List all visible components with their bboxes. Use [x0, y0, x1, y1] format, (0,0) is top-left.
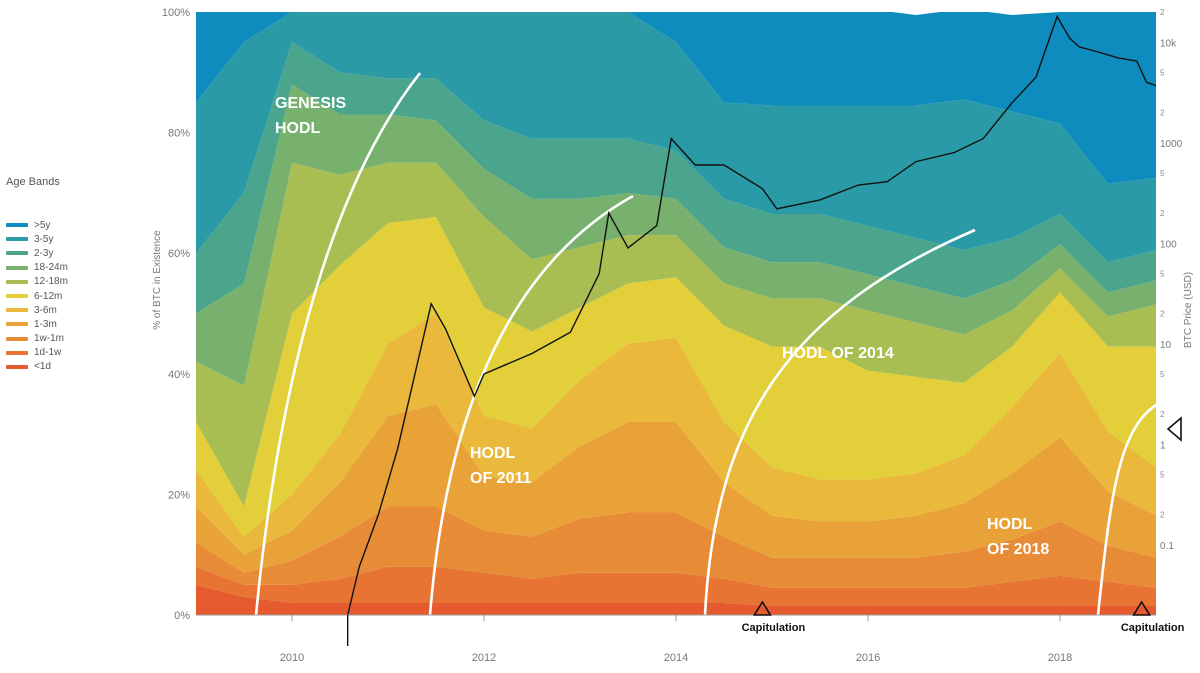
hodl-curve-4	[1096, 403, 1156, 615]
annotation-label: HODL	[470, 445, 516, 462]
y2-tick-label: 100	[1160, 239, 1177, 250]
band-18-24m	[196, 84, 1156, 386]
legend-label: 12-18m	[34, 276, 68, 288]
annotation-label: HODL OF 2014	[782, 345, 894, 362]
y2-tick-label: 10	[1160, 340, 1172, 351]
y-tick-label: 100%	[162, 7, 190, 19]
legend-swatch	[6, 279, 28, 284]
legend-label: 2-3y	[34, 247, 54, 259]
btc-price-line	[347, 14, 1157, 616]
y-tick-label: 80%	[168, 128, 190, 140]
legend-label: <1d	[34, 361, 51, 373]
y2-tick-label: 1000	[1160, 139, 1183, 150]
annotations: GENESIS HODL HODL OF 2011 HODL OF 2014 HODL OF…	[275, 95, 1185, 634]
y2-minor-tick-label: 2	[1160, 410, 1165, 419]
legend-label: 1-3m	[34, 318, 57, 330]
price-pointer-triangle	[1166, 416, 1182, 442]
legend-item-lt-1d[interactable]: <1d	[6, 360, 106, 374]
legend-item-12-18m[interactable]: 12-18m	[6, 275, 106, 289]
y2-minor-tick-label: 5	[1160, 471, 1165, 480]
band-1d-1w	[196, 566, 1156, 606]
legend-swatch	[6, 265, 28, 270]
y2-tick-label: 1	[1160, 440, 1166, 451]
age-band-areas	[196, 12, 1156, 615]
annotation-label-line2: HODL	[275, 120, 321, 137]
legend-item-2-3y[interactable]: 2-3y	[6, 246, 106, 260]
band-lt-1d	[196, 584, 1156, 615]
y2-minor-tick-label: 5	[1160, 69, 1165, 78]
legend-item-3-6m[interactable]: 3-6m	[6, 303, 106, 317]
y2-tick-label: 10k	[1160, 38, 1177, 49]
band-12-18m	[196, 162, 1156, 507]
band-1w-1m	[196, 506, 1156, 588]
y-tick-label: 0%	[174, 610, 190, 622]
y2-minor-tick-label: 5	[1160, 169, 1165, 178]
legend-item-1-3m[interactable]: 1-3m	[6, 317, 106, 331]
band-2-3y	[196, 42, 1156, 314]
legend-swatch	[6, 294, 28, 299]
legend-label: 6-12m	[34, 290, 63, 302]
y2-minor-tick-label: 2	[1160, 109, 1165, 118]
legend-swatch	[6, 322, 28, 327]
legend-items: >5y 3-5y 2-3y 18-24m 12-18m 6-12m 3-6m 1-3m 1w-1…	[6, 218, 106, 374]
band-1-3m	[196, 403, 1156, 573]
legend-item-3-5y[interactable]: 3-5y	[6, 232, 106, 246]
y2-minor-tick-label: 2	[1160, 511, 1165, 520]
y-tick-label: 40%	[168, 369, 190, 381]
x-tick-label: 2014	[664, 652, 688, 664]
y2-minor-tick-label: 2	[1160, 8, 1165, 17]
legend: Age Bands >5y 3-5y 2-3y 18-24m 12-18m 6-12m 3-…	[6, 176, 106, 374]
legend-swatch	[6, 350, 28, 355]
hodl-wave-curves	[254, 72, 1156, 615]
annotation-label: HODL	[987, 516, 1033, 533]
band-6-12m	[196, 217, 1156, 537]
legend-item-18-24m[interactable]: 18-24m	[6, 261, 106, 275]
legend-swatch	[6, 251, 28, 256]
capitulation-label: Capitulation	[742, 622, 806, 634]
legend-label: 1d-1w	[34, 347, 62, 359]
x-tick-label: 2012	[472, 652, 496, 664]
band-gt-5y	[196, 12, 1156, 184]
y2-minor-tick-label: 5	[1160, 370, 1165, 379]
legend-item-1w-1m[interactable]: 1w-1m	[6, 332, 106, 346]
legend-item-6-12m[interactable]: 6-12m	[6, 289, 106, 303]
legend-title: Age Bands	[6, 176, 60, 188]
legend-swatch	[6, 223, 28, 228]
legend-label: >5y	[34, 219, 51, 231]
legend-label: 3-6m	[34, 304, 57, 316]
y2-tick-label: 0.1	[1160, 541, 1174, 552]
y-tick-label: 20%	[168, 489, 190, 501]
legend-item-gt-5y[interactable]: >5y	[6, 218, 106, 232]
hodl-curve-2	[428, 194, 634, 615]
band-3-6m	[196, 313, 1156, 555]
x-tick-label: 2018	[1048, 652, 1072, 664]
legend-label: 18-24m	[34, 262, 68, 274]
legend-swatch	[6, 336, 28, 341]
capitulation-label: Capitulation	[1121, 622, 1185, 634]
annotation-label-line2: OF 2011	[470, 470, 531, 487]
legend-item-1d-1w[interactable]: 1d-1w	[6, 346, 106, 360]
legend-swatch	[6, 308, 28, 313]
y2-axis-title: BTC Price (USD)	[1183, 272, 1194, 348]
legend-swatch	[6, 364, 28, 369]
capitulation-triangle	[752, 600, 772, 616]
y2-minor-tick-label: 2	[1160, 209, 1165, 218]
y-axis-title: % of BTC in Existence	[152, 230, 163, 330]
x-tick-label: 2010	[280, 652, 304, 664]
annotation-label: GENESIS	[275, 95, 346, 112]
y2-minor-tick-label: 2	[1160, 310, 1165, 319]
legend-swatch	[6, 237, 28, 242]
x-tick-label: 2016	[856, 652, 880, 664]
hodl-curve-1	[254, 72, 422, 615]
capitulation-triangle	[1132, 600, 1152, 616]
legend-label: 1w-1m	[34, 333, 65, 345]
legend-label: 3-5y	[34, 233, 54, 245]
axes: 2010 2012 2014 2016 2018 0% 20% 40% 60% 80% 100% 0.…	[152, 7, 1194, 664]
band-3-5y	[196, 12, 1156, 263]
y-tick-label: 60%	[168, 248, 190, 260]
hodl-curve-3	[703, 228, 976, 615]
y2-minor-tick-label: 5	[1160, 270, 1165, 279]
annotation-label-line2: OF 2018	[987, 541, 1049, 558]
